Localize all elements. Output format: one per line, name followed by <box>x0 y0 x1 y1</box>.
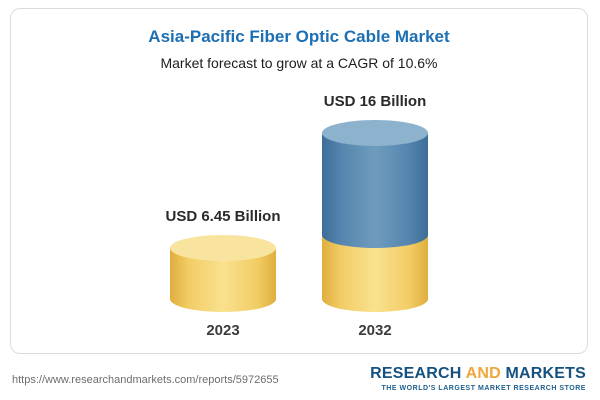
research-and-markets-logo: RESEARCH AND MARKETS THE WORLD'S LARGEST… <box>370 365 586 392</box>
bar-group-2032: USD 16 Billion 2032 <box>299 93 451 353</box>
bar-chart: USD 6.45 Billion 2023 USD 16 Billion 203… <box>11 81 587 353</box>
chart-title: Asia-Pacific Fiber Optic Cable Market <box>148 27 450 46</box>
value-label-2032: USD 16 Billion <box>323 93 427 110</box>
category-label-2032: 2032 <box>358 322 392 339</box>
value-label-2023: USD 6.45 Billion <box>165 208 281 225</box>
footer: https://www.researchandmarkets.com/repor… <box>0 354 600 400</box>
logo-tagline: THE WORLD'S LARGEST MARKET RESEARCH STOR… <box>381 385 586 392</box>
logo-word-and: AND <box>465 365 501 382</box>
cylinder-2032 <box>322 120 428 312</box>
cylinder-2023-top-ellipse <box>170 235 276 261</box>
chart-card: Asia-Pacific Fiber Optic Cable Market Ma… <box>10 8 588 354</box>
bar-group-2023: USD 6.45 Billion 2023 <box>147 208 299 353</box>
cylinder-2032-blue-segment <box>322 133 428 248</box>
cylinder-2032-top-ellipse <box>322 120 428 146</box>
logo-word-research: RESEARCH <box>370 365 462 382</box>
cylinder-2023 <box>170 235 276 312</box>
chart-subtitle: Market forecast to grow at a CAGR of 10.… <box>160 55 438 71</box>
logo-wordmark: RESEARCH AND MARKETS <box>370 365 586 383</box>
logo-word-markets: MARKETS <box>505 365 586 382</box>
report-url: https://www.researchandmarkets.com/repor… <box>12 374 279 386</box>
category-label-2023: 2023 <box>206 322 240 339</box>
